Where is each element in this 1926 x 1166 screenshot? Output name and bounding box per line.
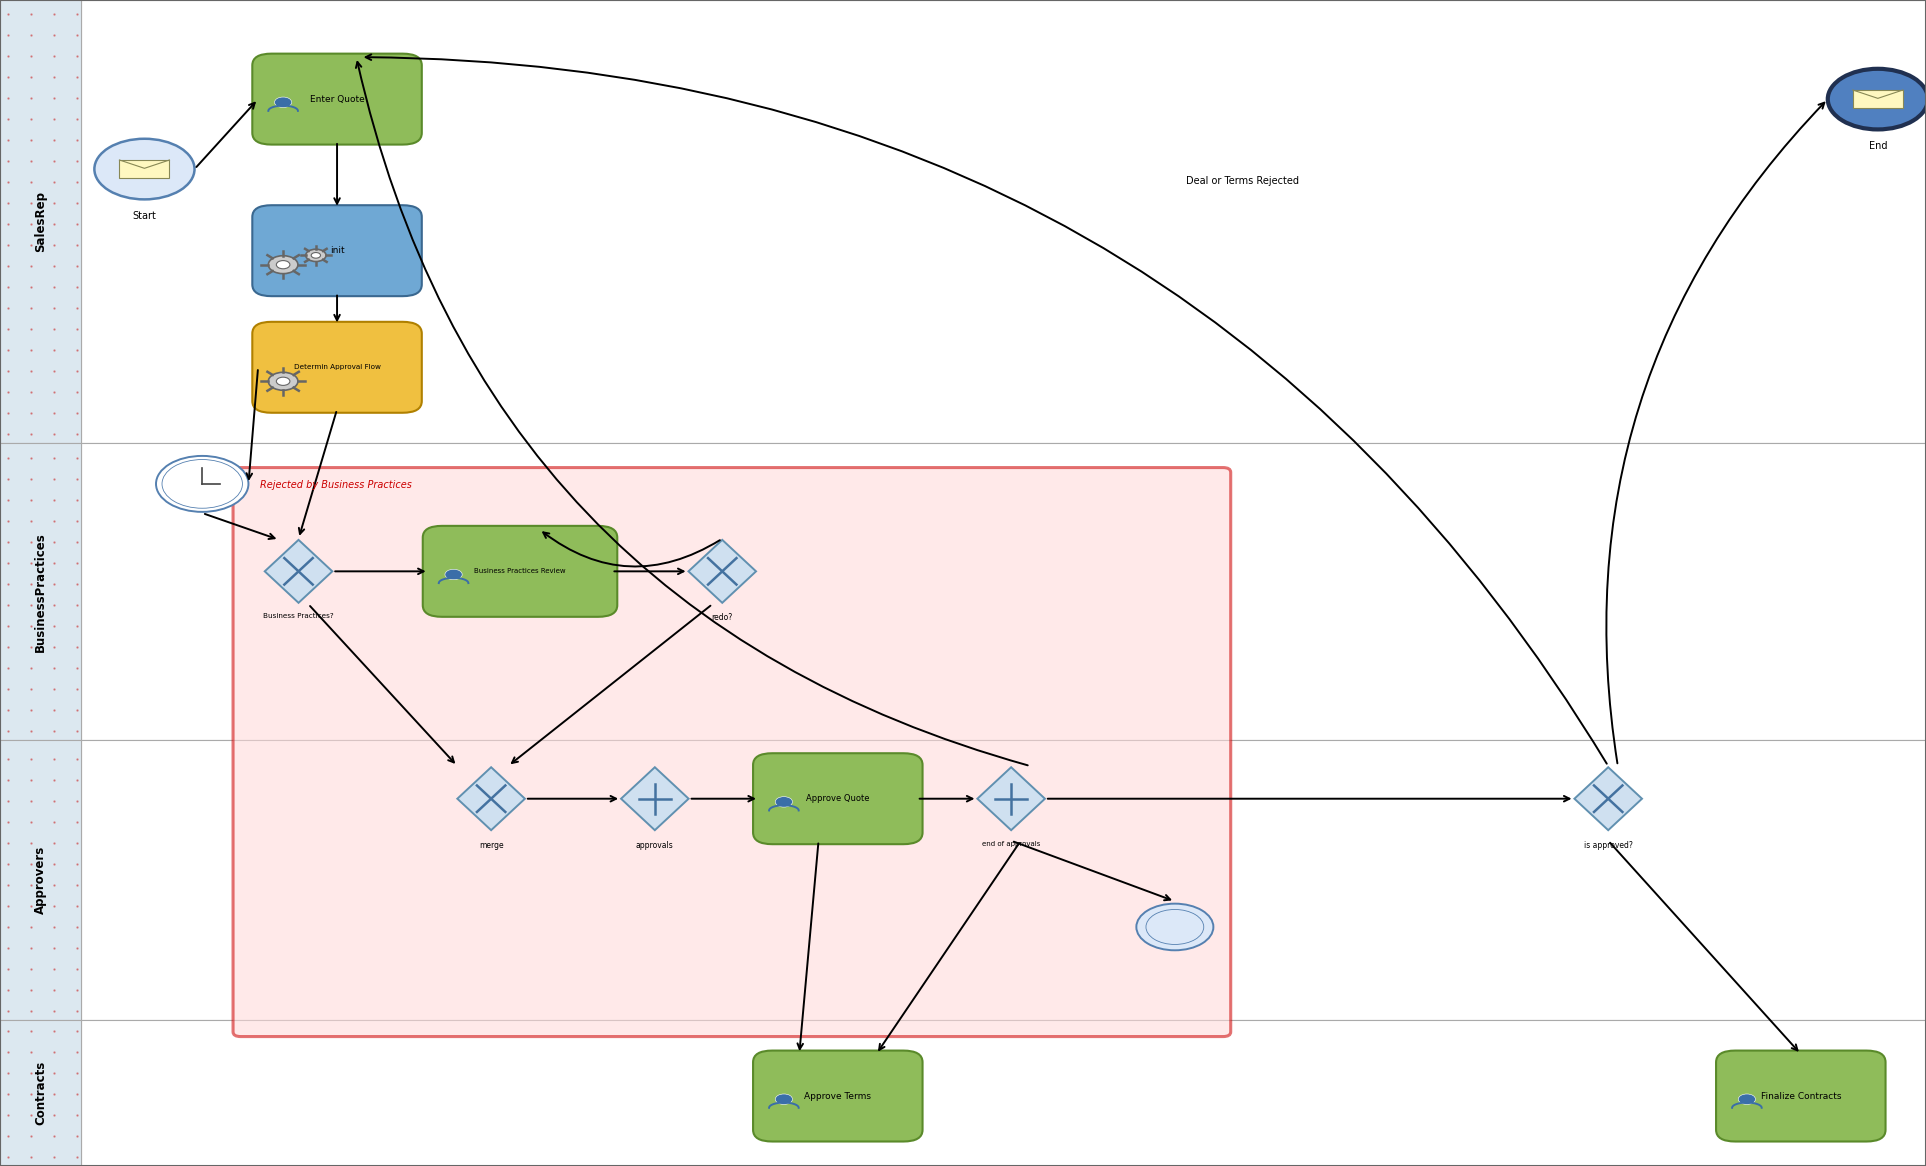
Circle shape bbox=[268, 255, 299, 274]
Text: SalesRep: SalesRep bbox=[35, 191, 46, 252]
Bar bbox=[81, 740, 1926, 1020]
Circle shape bbox=[306, 250, 325, 261]
Circle shape bbox=[312, 253, 320, 258]
Circle shape bbox=[1739, 1094, 1755, 1104]
Circle shape bbox=[776, 1094, 792, 1104]
Text: Approve Terms: Approve Terms bbox=[805, 1091, 871, 1101]
Text: init: init bbox=[329, 246, 345, 255]
Circle shape bbox=[275, 377, 291, 386]
Bar bbox=[0, 443, 81, 740]
Text: Start: Start bbox=[133, 211, 156, 222]
Text: Enter Quote: Enter Quote bbox=[310, 94, 364, 104]
Text: Business Practices Review: Business Practices Review bbox=[474, 568, 566, 575]
Text: end of approvals: end of approvals bbox=[982, 841, 1040, 847]
Polygon shape bbox=[1574, 767, 1643, 830]
Polygon shape bbox=[1853, 90, 1903, 108]
Text: is approved?: is approved? bbox=[1583, 841, 1633, 850]
Polygon shape bbox=[976, 767, 1046, 830]
FancyBboxPatch shape bbox=[424, 526, 616, 617]
Bar bbox=[0, 0, 81, 443]
FancyBboxPatch shape bbox=[233, 468, 1231, 1037]
Circle shape bbox=[1136, 904, 1213, 950]
Text: End: End bbox=[1868, 141, 1887, 152]
FancyBboxPatch shape bbox=[252, 322, 422, 413]
Circle shape bbox=[445, 569, 462, 580]
Bar bbox=[0, 1020, 81, 1166]
Bar bbox=[81, 443, 1926, 740]
Text: Rejected by Business Practices: Rejected by Business Practices bbox=[260, 480, 412, 491]
Text: Contracts: Contracts bbox=[35, 1061, 46, 1125]
Polygon shape bbox=[264, 540, 333, 603]
Text: merge: merge bbox=[480, 841, 503, 850]
Bar bbox=[0, 740, 81, 1020]
Text: Approve Quote: Approve Quote bbox=[807, 794, 869, 803]
FancyBboxPatch shape bbox=[252, 205, 422, 296]
Text: Approvers: Approvers bbox=[35, 847, 46, 914]
Circle shape bbox=[1828, 69, 1926, 129]
Text: Determin Approval Flow: Determin Approval Flow bbox=[293, 364, 381, 371]
Text: redo?: redo? bbox=[711, 613, 734, 623]
FancyBboxPatch shape bbox=[1716, 1051, 1886, 1142]
Text: approvals: approvals bbox=[636, 841, 674, 850]
Polygon shape bbox=[620, 767, 690, 830]
Circle shape bbox=[94, 139, 195, 199]
Circle shape bbox=[776, 796, 792, 807]
FancyBboxPatch shape bbox=[753, 753, 923, 844]
Polygon shape bbox=[688, 540, 757, 603]
Text: BusinessPractices: BusinessPractices bbox=[35, 532, 46, 652]
Text: Deal or Terms Rejected: Deal or Terms Rejected bbox=[1186, 176, 1298, 185]
FancyBboxPatch shape bbox=[252, 54, 422, 145]
Polygon shape bbox=[456, 767, 526, 830]
FancyBboxPatch shape bbox=[753, 1051, 923, 1142]
Circle shape bbox=[275, 97, 291, 107]
Bar bbox=[81, 1020, 1926, 1166]
Circle shape bbox=[275, 260, 291, 269]
Polygon shape bbox=[119, 160, 169, 178]
Text: Finalize Contracts: Finalize Contracts bbox=[1760, 1091, 1841, 1101]
Circle shape bbox=[268, 372, 299, 391]
Circle shape bbox=[1146, 909, 1204, 944]
Bar bbox=[81, 0, 1926, 443]
Text: Business Practices?: Business Practices? bbox=[264, 613, 333, 619]
Circle shape bbox=[162, 459, 243, 508]
Circle shape bbox=[156, 456, 248, 512]
